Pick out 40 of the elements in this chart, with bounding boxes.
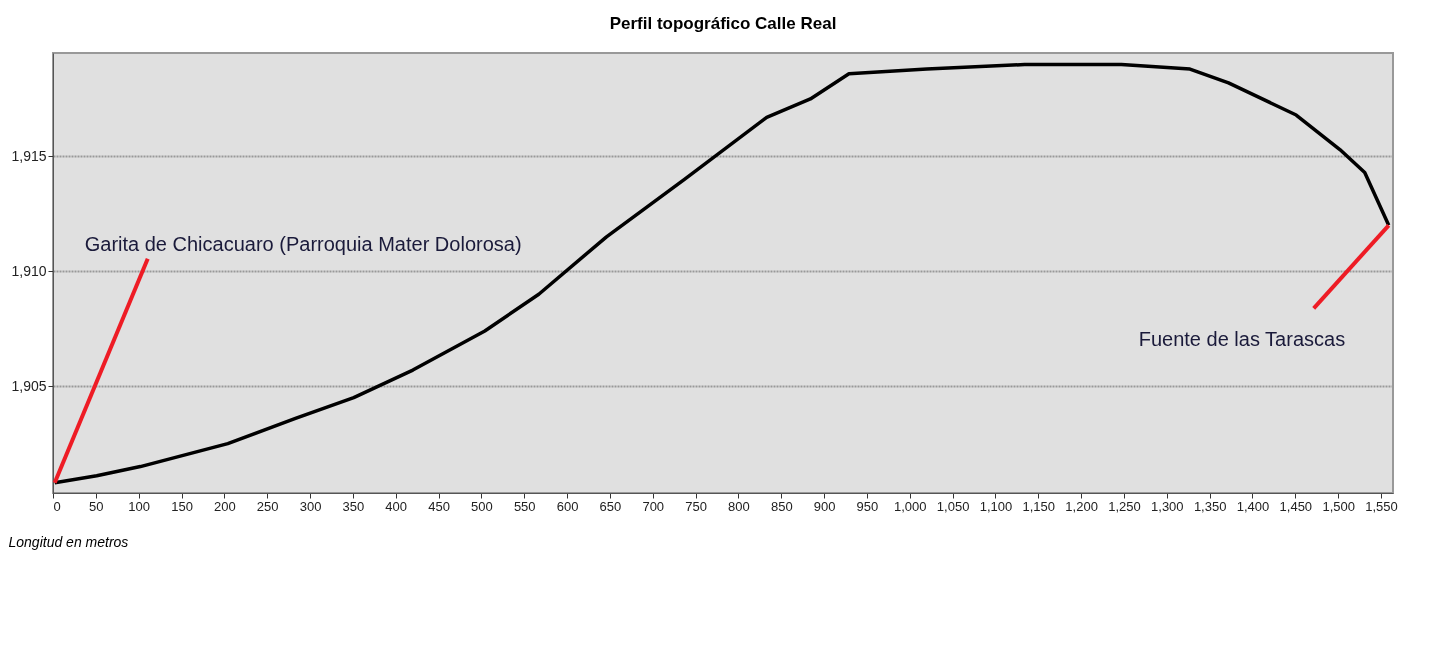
x-tick-label: 800 [728, 498, 750, 514]
x-tick-label: 900 [813, 498, 836, 514]
x-tick-label: 1,000 [894, 498, 927, 514]
annotation: Fuente de las Tarascas [1138, 328, 1346, 351]
x-tick-label: 550 [513, 498, 536, 514]
x-tick-label: 200 [214, 498, 236, 514]
x-tick-label: 500 [471, 498, 493, 514]
x-tick-label: 1,300 [1151, 498, 1184, 514]
x-tick-label: 1,350 [1193, 498, 1227, 514]
x-tick-label: 400 [385, 498, 408, 514]
x-tick-label: 600 [556, 498, 579, 514]
y-tick-label: 1,905 [11, 377, 47, 394]
x-tick-label: 350 [342, 498, 365, 514]
x-tick-label: 700 [642, 498, 665, 514]
x-tick-label: 850 [770, 498, 793, 514]
x-tick-label: 150 [171, 498, 193, 514]
x-tick-label: 650 [599, 498, 622, 514]
y-tick-label: 1,910 [11, 262, 47, 279]
x-tick-label: 1,050 [936, 498, 970, 514]
x-tick-label: 450 [428, 498, 450, 514]
x-tick-label: 1,200 [1065, 498, 1098, 514]
x-tick-label: 100 [128, 498, 151, 514]
x-tick-label: 50 [89, 498, 104, 514]
x-axis-title: Longitud en metros [8, 533, 129, 550]
x-tick-label: 1,150 [1022, 498, 1056, 514]
y-tick-label: 1,915 [11, 147, 47, 164]
annotation: Garita de Chicacuaro (Parroquia Mater Dolorosa) [84, 232, 522, 255]
x-tick-label: 750 [685, 498, 707, 514]
x-tick-label: 300 [299, 498, 322, 514]
line-series [53, 62, 1391, 485]
x-tick-label: 1,100 [979, 498, 1013, 514]
x-tick-label: 1,400 [1236, 498, 1270, 514]
x-tick-label: 1,450 [1279, 498, 1313, 514]
chart-title: Perfil topográfico Calle Real [609, 14, 837, 33]
x-tick-label: 250 [256, 498, 279, 514]
x-tick-label: 950 [856, 498, 879, 514]
x-tick-label: 0 [53, 498, 61, 514]
x-tick-label: 1,550 [1365, 498, 1398, 514]
x-tick-label: 1,500 [1322, 498, 1355, 514]
x-tick-label: 1,250 [1108, 498, 1141, 514]
